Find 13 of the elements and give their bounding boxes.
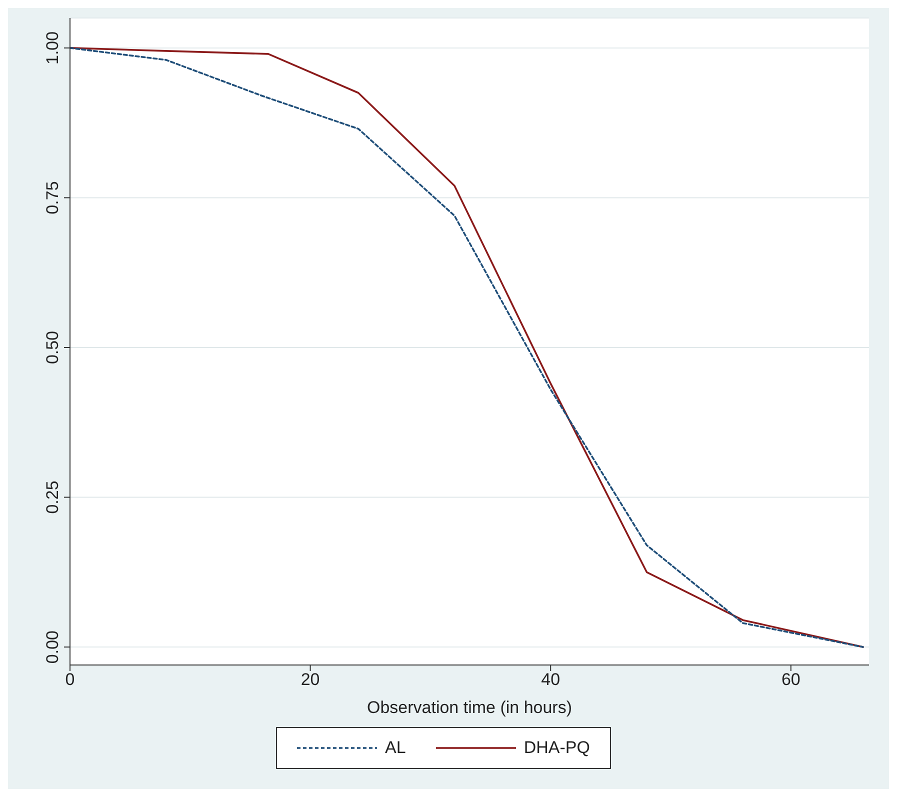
line-series (70, 47, 864, 648)
y-tick-label: 0.75 (43, 181, 62, 214)
x-tick-label: 0 (65, 670, 75, 690)
legend-label: AL (385, 738, 406, 758)
x-tick-label: 20 (300, 670, 320, 690)
y-tick-label: 1.00 (43, 31, 62, 64)
x-tick-label: 60 (781, 670, 800, 690)
y-tick-label: 0.00 (43, 630, 62, 664)
y-tick-label: 0.50 (43, 330, 62, 364)
legend-label: DHA-PQ (524, 738, 590, 758)
x-axis-title: Observation time (in hours) (366, 698, 572, 717)
y-tick-label: 0.25 (43, 480, 62, 514)
x-tick-label: 40 (541, 670, 560, 690)
